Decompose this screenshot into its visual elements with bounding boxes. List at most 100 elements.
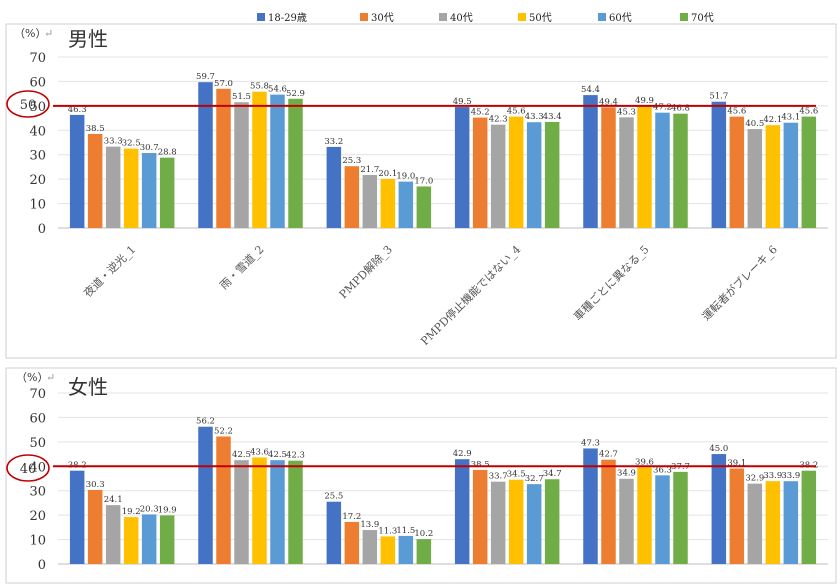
bar	[216, 436, 231, 564]
bar	[380, 178, 396, 228]
bar	[69, 114, 85, 228]
legend-item-1: 30代	[360, 12, 394, 24]
y-tick-label: 70	[29, 51, 46, 66]
data-label: 34.7	[543, 469, 562, 479]
legend-item-5: 70代	[680, 12, 714, 24]
bar	[198, 82, 213, 228]
bar-group-3: 49.545.242.345.643.3 43.4	[453, 97, 562, 228]
data-label: 54.6	[268, 85, 287, 95]
data-label: 33.9	[781, 471, 800, 481]
bar	[711, 101, 727, 228]
y-tick-label: 20	[29, 173, 46, 188]
bar	[270, 94, 285, 229]
legend-label: 50代	[529, 12, 552, 24]
y-tick-label: 30	[29, 485, 46, 500]
bar	[508, 116, 524, 228]
bar-group-3: 42.938.5 33.7 34.5 32.7 34.7	[453, 449, 562, 564]
reference-circle	[6, 454, 50, 482]
bar	[105, 505, 121, 564]
data-label: 57.0	[214, 79, 233, 89]
reference-label: 40	[20, 462, 37, 477]
legend-swatch	[439, 13, 447, 21]
bar-group-0: 46.3 38.5 33.3 32.5 30.7 28.8	[68, 105, 177, 228]
bar	[801, 116, 817, 228]
data-label: 42.3	[489, 115, 508, 125]
reference-circle	[6, 90, 50, 118]
data-label: 30.3	[86, 480, 105, 490]
bar-group-0: 38.230.324.119.220.319.9	[68, 461, 177, 564]
y-tick-label: 50	[29, 436, 46, 451]
bar	[637, 467, 652, 564]
chart-title: 男性	[68, 27, 108, 51]
data-label: 45.6	[799, 107, 818, 117]
data-label: 39.6	[635, 457, 654, 467]
bar-group-4: 54.4 49.445.349.947.2 46.8	[581, 85, 690, 228]
data-label: 45.6	[727, 107, 746, 117]
bar	[288, 460, 303, 564]
data-label: 28.8	[158, 148, 177, 158]
bar-group-1: 56.252.242.5 43.6 42.5 42.3	[196, 417, 305, 564]
bar	[783, 122, 799, 228]
bar-group-5: 45.039.132.933.933.938.2	[709, 444, 818, 564]
bar-group-1: 59.757.0 51.555.8 54.6 52.9	[196, 72, 305, 229]
bar	[234, 460, 249, 564]
legend-label: 40代	[450, 12, 473, 24]
bar	[416, 186, 432, 228]
data-label: 17.2	[342, 512, 361, 522]
bar	[526, 484, 542, 564]
data-label: 56.2	[196, 417, 215, 427]
x-tick-label: PMPD解除_3	[336, 242, 395, 301]
bar-group-4: 47.342.734.939.636.337.7	[581, 438, 690, 564]
data-label: 19.2	[122, 507, 141, 517]
bar	[344, 166, 360, 228]
y-tick-label: 60	[29, 411, 46, 426]
data-label: 32.9	[745, 474, 764, 484]
x-tick-label: PMPD停止機能ではない_4	[418, 242, 524, 348]
bar	[673, 113, 688, 228]
bar	[619, 117, 634, 228]
legend-swatch	[518, 13, 526, 21]
data-label: 17.0	[414, 176, 433, 186]
bar	[123, 148, 139, 228]
bar	[601, 459, 616, 564]
legend-swatch	[680, 13, 688, 21]
data-label: 52.2	[214, 426, 233, 436]
data-label: 49.4	[599, 97, 618, 107]
data-label: 45.6	[507, 107, 526, 117]
bar	[252, 457, 267, 564]
bar	[729, 468, 745, 564]
data-label: 43.4	[543, 112, 562, 122]
bar	[87, 489, 103, 564]
y-axis-label: （%）	[14, 27, 46, 40]
data-label: 10.2	[414, 529, 433, 539]
bar	[711, 454, 727, 564]
y-axis-label: （%）	[16, 371, 48, 384]
legend-label: 30代	[371, 12, 394, 24]
data-label: 49.5	[453, 97, 472, 107]
data-label: 33.2	[324, 137, 343, 147]
data-label: 40.5	[745, 119, 764, 129]
x-tick-label: 夜道・逆光_1	[81, 242, 139, 300]
bar	[270, 460, 285, 564]
bar	[472, 469, 488, 564]
y-tick-label: 30	[29, 149, 46, 164]
data-label: 42.1	[763, 115, 782, 125]
y-tick-label: 20	[29, 509, 46, 524]
data-label: 59.7	[196, 72, 215, 82]
data-label: 52.9	[286, 89, 305, 99]
bar	[454, 107, 470, 228]
data-label: 54.4	[581, 85, 600, 95]
y-tick-label: 60	[29, 75, 46, 90]
return-mark: ↵	[44, 27, 53, 40]
bar	[216, 88, 231, 228]
bar	[326, 501, 342, 564]
bar	[159, 157, 175, 228]
data-label: 45.0	[709, 444, 728, 454]
bar	[472, 117, 488, 228]
bar	[234, 102, 249, 228]
data-label: 11.3	[378, 526, 397, 536]
bar	[801, 470, 817, 564]
data-label: 51.5	[232, 92, 251, 102]
bar	[583, 95, 598, 228]
